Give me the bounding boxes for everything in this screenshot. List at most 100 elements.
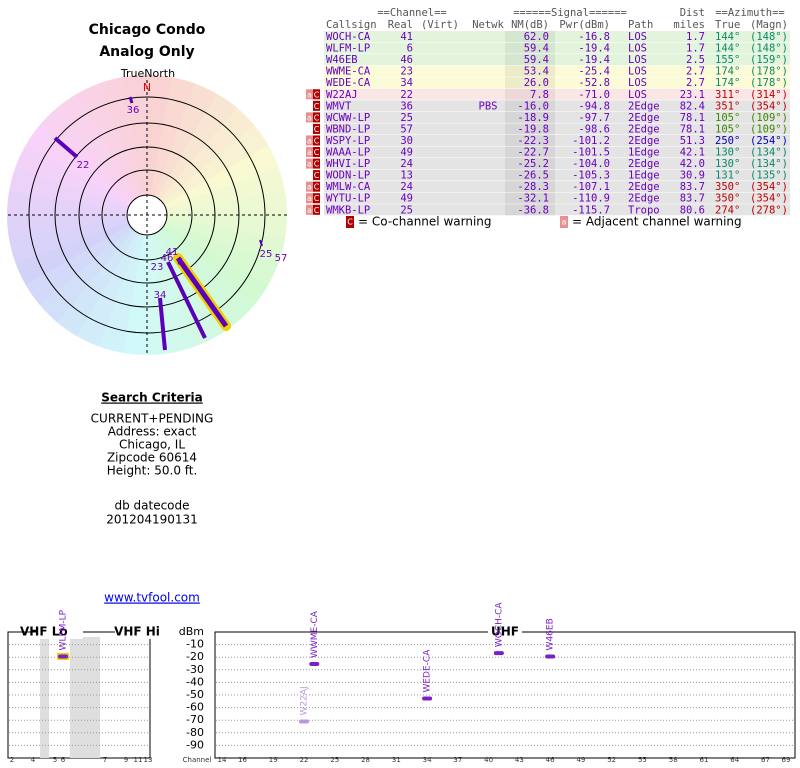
spectrum-chart: -10-20-30-40-50-60-70-80-90 dBm Channel VHF… xyxy=(7,602,796,764)
cell: 34 xyxy=(400,77,413,89)
search-line: CURRENT+PENDING xyxy=(91,412,214,426)
x-tick-label: 19 xyxy=(269,756,278,764)
warning-box xyxy=(313,100,320,111)
cell: 350° xyxy=(715,181,740,193)
warning-flag: C xyxy=(314,160,320,169)
cell: 274° xyxy=(715,204,740,216)
cell: 25 xyxy=(400,112,413,124)
polar-sector xyxy=(56,215,148,337)
polar-sector xyxy=(147,83,219,216)
cell: -52.8 xyxy=(578,77,610,89)
station-bar xyxy=(58,654,68,659)
polar-sector xyxy=(15,215,147,285)
polar-sector xyxy=(147,167,286,215)
cell: -18.9 xyxy=(517,112,549,124)
x-tick-label: 13 xyxy=(144,756,153,764)
cell: 78.1 xyxy=(680,112,705,124)
warning-flag: a xyxy=(307,194,312,203)
station-ray xyxy=(158,297,167,351)
column-header: NM(dB) xyxy=(511,19,549,31)
cell: 2Edge xyxy=(628,135,660,147)
cell: 51.3 xyxy=(680,135,705,147)
cell: WAAA-LP xyxy=(326,147,370,159)
band-label-bg xyxy=(37,625,83,639)
x-tick-label: 28 xyxy=(361,756,370,764)
site-link[interactable]: www.tvfool.com xyxy=(104,591,200,605)
row-background xyxy=(324,123,790,135)
column-header: (Virt) xyxy=(421,19,459,31)
warning-flag: a xyxy=(307,148,312,157)
cell: 2.7 xyxy=(686,66,705,78)
polar-sector xyxy=(8,215,148,263)
row-background xyxy=(324,146,790,158)
x-tick-label: 52 xyxy=(607,756,616,764)
warning-box xyxy=(313,158,320,169)
warning-box xyxy=(313,181,320,192)
nm-column-shade xyxy=(505,158,555,170)
cell: LOS xyxy=(628,89,647,101)
cell: 57 xyxy=(400,123,413,135)
x-tick-label: 64 xyxy=(730,756,739,764)
polar-sector xyxy=(145,215,172,355)
cell: 25 xyxy=(400,204,413,216)
cell: -71.0 xyxy=(578,89,610,101)
cell: 49 xyxy=(400,193,413,205)
cell: -115.7 xyxy=(572,204,610,216)
column-header: miles xyxy=(673,19,705,31)
cell: 82.4 xyxy=(680,100,705,112)
cell: W46EB xyxy=(326,54,358,66)
warning-flag: a xyxy=(307,90,312,99)
cell: 2.5 xyxy=(686,54,705,66)
station-label: W46EB xyxy=(546,618,556,650)
cell: (159°) xyxy=(750,54,788,66)
cell: -22.3 xyxy=(517,135,549,147)
x-tick-label: 9 xyxy=(124,756,128,764)
x-tick-label: 22 xyxy=(300,756,309,764)
warning-flag: a xyxy=(307,136,312,145)
station-label: WOCH-CA xyxy=(494,602,504,648)
warning-box xyxy=(306,158,313,169)
x-tick-label: 11 xyxy=(134,756,143,764)
cell: -25.4 xyxy=(578,66,610,78)
polar-sector xyxy=(147,93,238,215)
row-background xyxy=(324,31,790,43)
cell: 1.7 xyxy=(686,31,705,43)
nm-column-shade xyxy=(505,123,555,135)
warning-flag: a xyxy=(307,113,312,122)
cell: 6 xyxy=(407,43,413,55)
band-label: VHF Hi xyxy=(114,625,160,639)
x-tick-label: 37 xyxy=(453,756,462,764)
row-background xyxy=(324,88,790,100)
polar-sector xyxy=(147,215,279,287)
x-tick-label: 31 xyxy=(392,756,401,764)
cell: 2Edge xyxy=(628,112,660,124)
x-tick-label: 6 xyxy=(61,756,66,764)
cell: (134°) xyxy=(750,158,788,170)
cell: 22 xyxy=(400,89,413,101)
warning-box xyxy=(313,170,320,181)
cell: (354°) xyxy=(750,100,788,112)
cell: W22AJ xyxy=(326,89,358,101)
polar-sector xyxy=(147,190,287,217)
nm-column-shade xyxy=(505,134,555,146)
legend-text: = Adjacent channel warning xyxy=(572,215,742,229)
cell: 24 xyxy=(400,181,413,193)
cell: 42.0 xyxy=(680,158,705,170)
cell: -98.6 xyxy=(578,123,610,135)
polar-sector xyxy=(7,213,148,240)
cell: -16.0 xyxy=(517,100,549,112)
cell: 2Edge xyxy=(628,123,660,135)
warning-flag: a xyxy=(307,160,312,169)
cell: (178°) xyxy=(750,77,788,89)
warning-flag: a xyxy=(307,183,312,192)
cell: 250° xyxy=(715,135,740,147)
station-label: W22AJ xyxy=(300,686,310,715)
cell: 59.4 xyxy=(524,54,549,66)
legend-flag: C xyxy=(347,218,353,227)
x-tick-label: 5 xyxy=(53,756,57,764)
cell: -28.3 xyxy=(517,181,549,193)
nm-column-shade xyxy=(505,54,555,66)
cell: 26.0 xyxy=(524,77,549,89)
station-bar xyxy=(309,662,320,667)
